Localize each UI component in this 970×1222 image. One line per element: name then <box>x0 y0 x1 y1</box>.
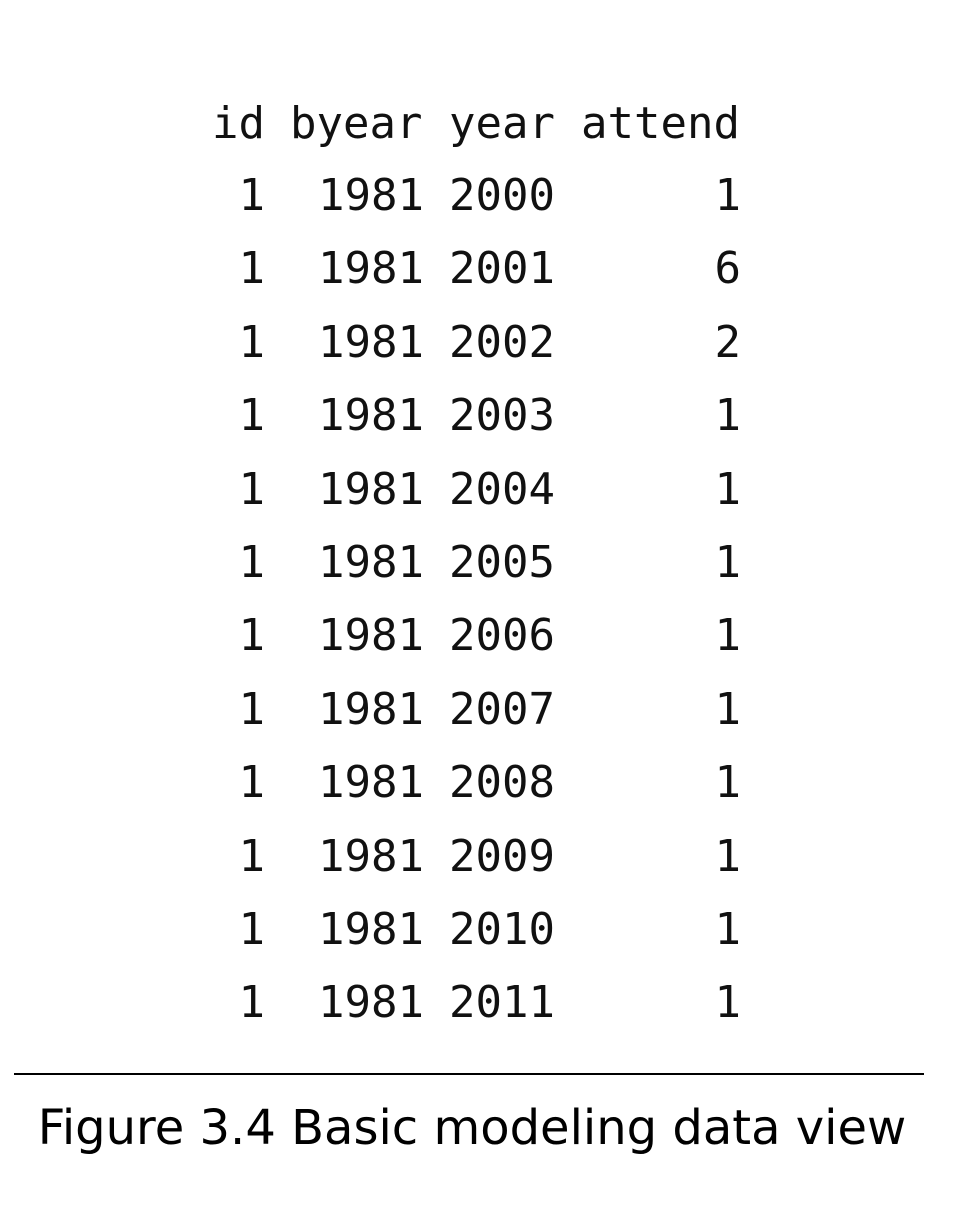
cell-attend: 2 <box>714 317 742 368</box>
data-view-table: id byear year attend 1 1981 2000 1 1 1981 2001… <box>212 98 742 1028</box>
cell-attend: 1 <box>714 831 742 882</box>
cell-byear: 1981 <box>318 610 424 661</box>
cell-year: 2004 <box>449 464 555 515</box>
cell-byear: 1981 <box>318 831 424 882</box>
cell-id: 1 <box>238 831 266 882</box>
cell-year: 2000 <box>449 170 555 221</box>
column-header-id: id <box>212 98 265 149</box>
cell-attend: 1 <box>714 390 742 441</box>
cell-id: 1 <box>238 684 266 735</box>
cell-byear: 1981 <box>318 757 424 808</box>
cell-byear: 1981 <box>318 390 424 441</box>
column-header-attend: attend <box>581 98 740 149</box>
cell-id: 1 <box>238 170 266 221</box>
cell-id: 1 <box>238 317 266 368</box>
column-header-byear: byear <box>290 98 423 149</box>
cell-byear: 1981 <box>318 537 424 588</box>
cell-id: 1 <box>238 757 266 808</box>
cell-id: 1 <box>238 610 266 661</box>
cell-year: 2007 <box>449 684 555 735</box>
cell-byear: 1981 <box>318 243 424 294</box>
cell-attend: 1 <box>714 904 742 955</box>
cell-attend: 1 <box>714 170 742 221</box>
cell-byear: 1981 <box>318 464 424 515</box>
cell-attend: 1 <box>714 757 742 808</box>
cell-attend: 1 <box>714 684 742 735</box>
caption-divider <box>14 1073 924 1075</box>
cell-year: 2011 <box>449 977 555 1028</box>
cell-year: 2005 <box>449 537 555 588</box>
column-header-year: year <box>449 98 555 149</box>
cell-year: 2003 <box>449 390 555 441</box>
cell-year: 2002 <box>449 317 555 368</box>
cell-attend: 1 <box>714 610 742 661</box>
cell-year: 2009 <box>449 831 555 882</box>
cell-byear: 1981 <box>318 170 424 221</box>
cell-id: 1 <box>238 464 266 515</box>
cell-year: 2010 <box>449 904 555 955</box>
cell-attend: 6 <box>714 243 742 294</box>
cell-attend: 1 <box>714 977 742 1028</box>
cell-byear: 1981 <box>318 977 424 1028</box>
cell-id: 1 <box>238 390 266 441</box>
cell-byear: 1981 <box>318 317 424 368</box>
cell-attend: 1 <box>714 537 742 588</box>
cell-id: 1 <box>238 537 266 588</box>
cell-byear: 1981 <box>318 684 424 735</box>
figure-caption: Figure 3.4 Basic modeling data view <box>37 1100 907 1156</box>
cell-attend: 1 <box>714 464 742 515</box>
cell-id: 1 <box>238 977 266 1028</box>
cell-id: 1 <box>238 904 266 955</box>
cell-year: 2006 <box>449 610 555 661</box>
cell-year: 2001 <box>449 243 555 294</box>
cell-byear: 1981 <box>318 904 424 955</box>
cell-year: 2008 <box>449 757 555 808</box>
cell-id: 1 <box>238 243 266 294</box>
